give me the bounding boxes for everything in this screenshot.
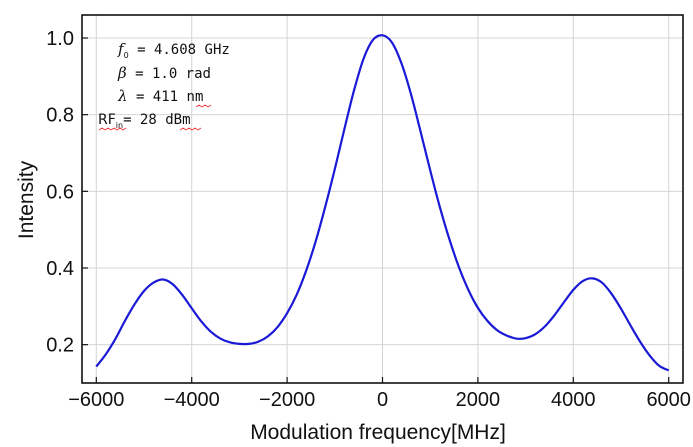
annotation-rf-sub: in: [116, 121, 123, 130]
x-tick-label-2: −2000: [259, 389, 315, 411]
y-axis-title: Intensity: [15, 160, 38, 239]
annotation-rf: RFin= 28 dBm: [98, 112, 191, 130]
spellcheck-underline-rf: [98, 127, 127, 131]
y-tick-label-2: 0.6: [46, 181, 74, 203]
annotation-lambda: λ = 411 nm: [117, 87, 203, 105]
x-tick-label-5: 4000: [551, 389, 596, 411]
annotation-lambda-symbol: λ: [117, 87, 128, 105]
x-axis-title: Modulation frequency[MHz]: [250, 421, 506, 444]
x-tick-label-6: 6000: [646, 389, 691, 411]
y-tick-label-3: 0.8: [46, 105, 74, 127]
spellcheck-underline-dbm: [179, 127, 202, 131]
annotation-lambda-value: = 411 nm: [128, 89, 204, 105]
annotation-beta-symbol: β: [117, 64, 127, 82]
y-tick-label-0: 0.2: [46, 335, 74, 357]
annotation-beta-value: = 1.0 rad: [127, 66, 211, 82]
annotation-f0-sub: 0: [124, 51, 129, 60]
y-tick-label-4: 1.0: [46, 28, 74, 50]
annotation-f0-symbol: f: [117, 40, 126, 58]
x-tick-label-0: −6000: [68, 389, 124, 411]
ticks: −6000 −4000 −2000 0 2000 4000 6000 0.2 0.4 0.6 0.8…: [46, 28, 691, 411]
intensity-curve: [95, 34, 670, 372]
annotation-rf-value: = 28 dBm: [123, 112, 190, 128]
y-tick-label-1: 0.4: [46, 258, 74, 280]
spellcheck-underline-nm: [195, 104, 212, 108]
annotation-f0-value: = 4.608 GHz: [129, 42, 230, 58]
annotation-f0: f0 = 4.608 GHz: [117, 40, 230, 60]
x-tick-label-1: −4000: [164, 389, 220, 411]
annotation-block: f0 = 4.608 GHz β = 1.0 rad λ = 411 nm RF…: [98, 40, 230, 131]
x-tick-label-4: 2000: [456, 389, 501, 411]
annotation-beta: β = 1.0 rad: [117, 64, 211, 82]
grid: [82, 15, 683, 383]
annotation-rf-symbol: RF: [98, 112, 116, 128]
x-tick-label-3: 0: [377, 389, 388, 411]
